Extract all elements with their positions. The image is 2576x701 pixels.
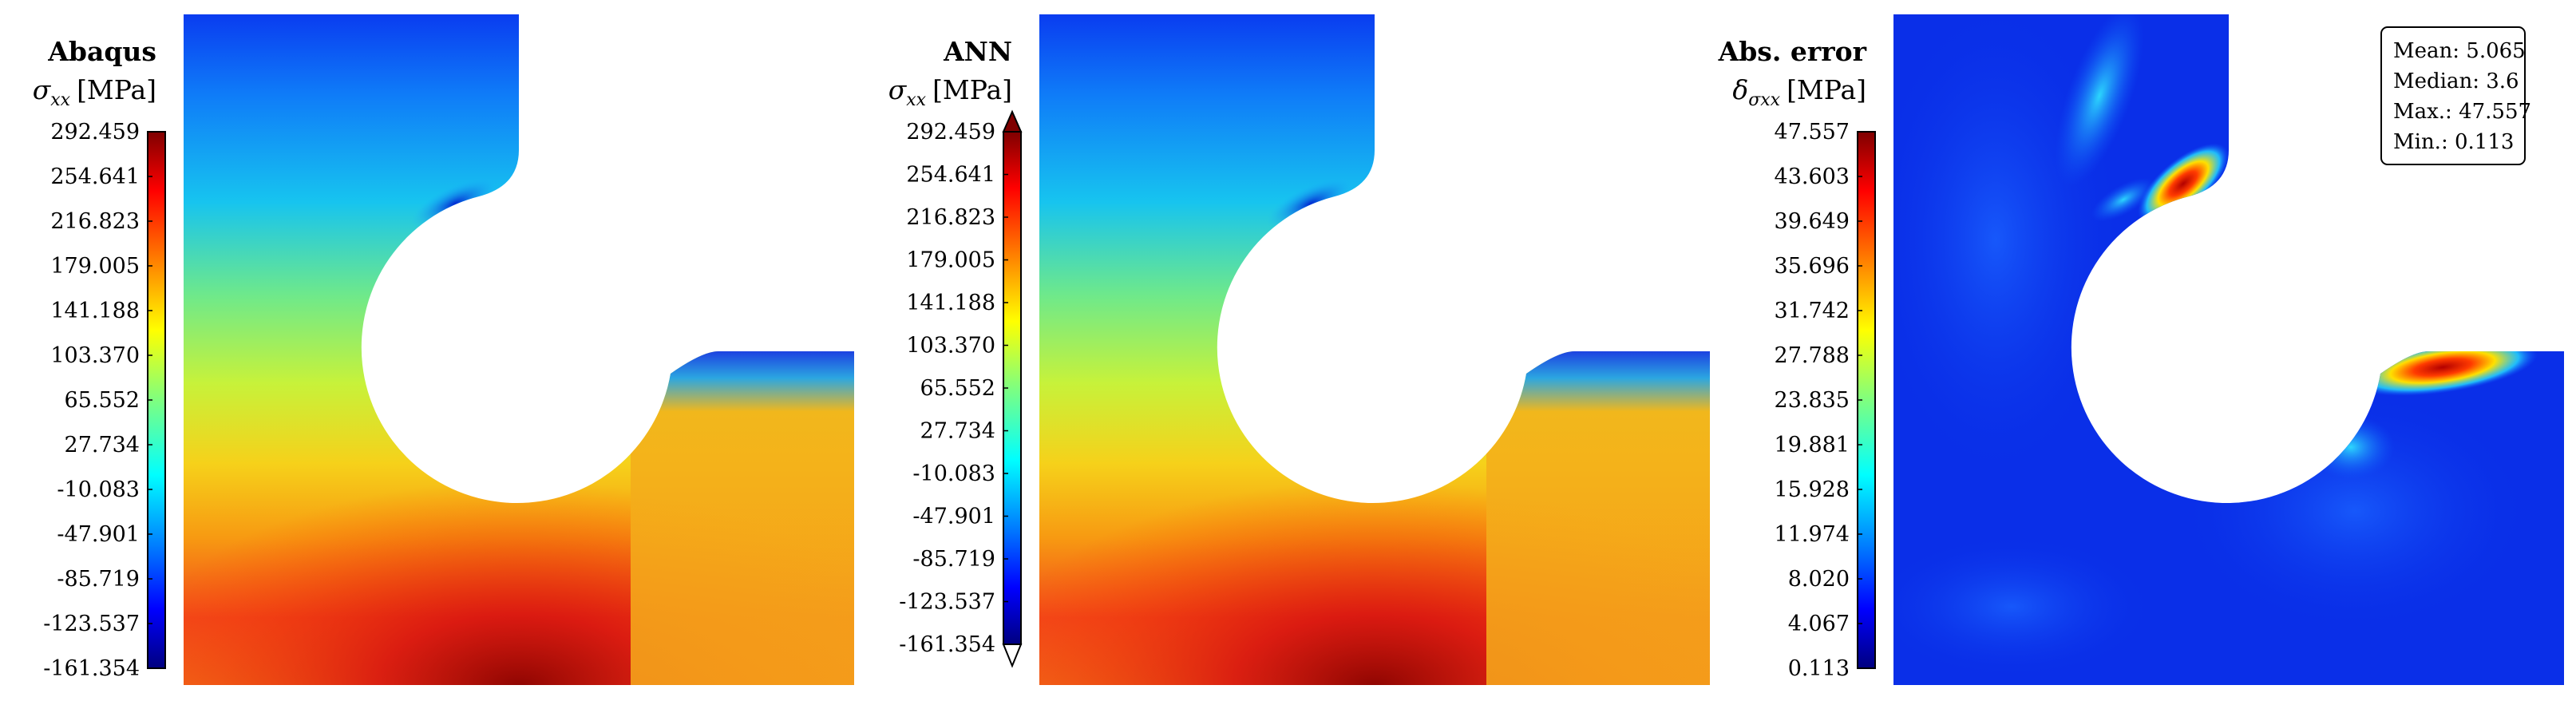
colorbar-tick-label: -10.083	[912, 461, 995, 486]
panel-abaqus: Abaqus σxx [MPa] 292.459 254.641 216.823 179…	[33, 14, 854, 685]
stats-min: Min.: 0.113	[2393, 130, 2514, 154]
colorbar-tick-label: -47.901	[57, 522, 140, 547]
colorbar-tick-label: 292.459	[50, 120, 140, 145]
colorbar-tick-label: -123.537	[899, 590, 995, 615]
colorbar-tick-label: 254.641	[906, 163, 995, 188]
colorbar-tick-label: -10.083	[57, 477, 140, 502]
panel-title: ANN	[943, 36, 1012, 67]
colorbar-tick-label: 65.552	[920, 376, 995, 401]
colorbar-tick-label: 43.603	[1775, 164, 1850, 189]
stress-field-ann	[1039, 14, 1710, 685]
colorbar-tick-label: 65.552	[65, 388, 140, 413]
colorbar-tick-label: 4.067	[1788, 612, 1850, 636]
colorbar-tick-label: 292.459	[906, 120, 995, 145]
colorbar-tick-label: -161.354	[43, 656, 140, 681]
panel-error: Abs. error δσxx [MPa] 47.557 43.603 39.649 3…	[1718, 14, 2564, 685]
stats-median: Median: 3.6	[2393, 69, 2519, 93]
colorbar-tick-label: 11.974	[1775, 522, 1850, 547]
colorbar-tick-label: 23.835	[1775, 388, 1850, 413]
colorbar-tick-label: -85.719	[912, 547, 995, 572]
quantity-label: σxx [MPa]	[33, 74, 156, 110]
stats-mean: Mean: 5.065	[2393, 39, 2526, 63]
colorbar-ticks: 292.459 254.641 216.823 179.005 141.188 103.3…	[899, 120, 1008, 657]
panel-title: Abaqus	[47, 36, 156, 67]
stats-max: Max.: 47.557	[2393, 100, 2531, 124]
colorbar-tick-label: 216.823	[906, 205, 995, 230]
colorbar-extend-bottom	[1002, 644, 1023, 668]
colorbar-tick-label: -123.537	[43, 612, 140, 636]
colorbar-tick-label: 0.113	[1788, 656, 1850, 681]
colorbar-tick-label: 31.742	[1775, 299, 1850, 323]
colorbar-tick-label: 254.641	[50, 164, 140, 189]
colorbar-tick-label: 19.881	[1775, 433, 1850, 457]
colorbar-tick-label: 103.370	[50, 343, 140, 368]
colorbar-tick-label: 27.734	[920, 419, 995, 444]
colorbar-tick-label: 27.788	[1775, 343, 1850, 368]
colorbar-tick-label: 39.649	[1775, 209, 1850, 234]
quantity-label: δσxx [MPa]	[1732, 74, 1866, 110]
colorbar-tick-label: 47.557	[1775, 120, 1850, 145]
colorbar-tick-label: 179.005	[50, 254, 140, 279]
stress-field-abaqus	[184, 14, 854, 685]
colorbar-ticks: 292.459 254.641 216.823 179.005 141.188 103.3…	[43, 120, 152, 681]
colorbar-tick-label: -161.354	[899, 632, 995, 657]
colorbar-tick-label: 35.696	[1775, 254, 1850, 279]
panel-title: Abs. error	[1718, 36, 1867, 67]
colorbar-tick-label: 141.188	[906, 291, 995, 315]
colorbar-tick-label: 216.823	[50, 209, 140, 234]
colorbar-tick-label: 103.370	[906, 334, 995, 358]
colorbar-tick-label: 141.188	[50, 299, 140, 323]
colorbar-ticks: 47.557 43.603 39.649 35.696 31.742 27.788 23.8…	[1775, 120, 1862, 681]
colorbar-tick-label: -47.901	[912, 505, 995, 529]
colorbar-tick-label: 15.928	[1775, 477, 1850, 502]
colorbar-tick-label: 179.005	[906, 248, 995, 273]
colorbar-tick-label: -85.719	[57, 567, 140, 592]
colorbar-tick-label: 8.020	[1788, 567, 1850, 592]
panel-ann: ANN σxx [MPa] 292.459 254.641 216.823 179.00…	[888, 14, 1710, 685]
colorbar-tick-label: 27.734	[65, 433, 140, 457]
colorbar-extend-top	[1002, 109, 1023, 133]
quantity-label: σxx [MPa]	[888, 74, 1012, 110]
stats-box: Mean: 5.065 Median: 3.6 Max.: 47.557 Min…	[2380, 26, 2531, 165]
